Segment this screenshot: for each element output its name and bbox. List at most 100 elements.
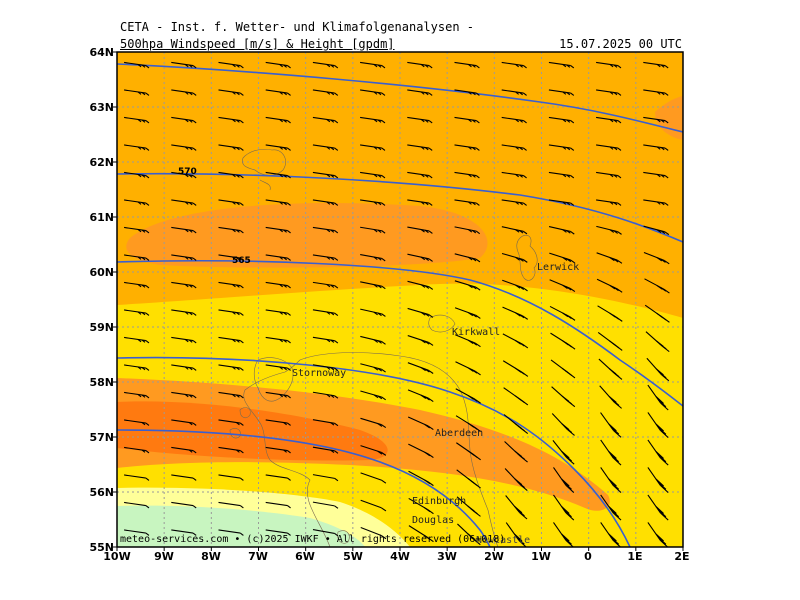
wind-barb — [312, 364, 339, 372]
wind-barb — [455, 334, 481, 348]
wind-barb — [501, 144, 527, 151]
wind-barb — [504, 441, 528, 463]
wind-barb — [312, 501, 339, 509]
wind-barb — [454, 61, 480, 69]
wind-barb — [312, 309, 339, 316]
wind-barb — [265, 419, 291, 426]
wind-barb — [407, 226, 433, 234]
header-institute: CETA - Inst. f. Wetter- und Klimafolgena… — [120, 20, 475, 34]
wind-barb — [454, 89, 480, 96]
wind-barb — [124, 171, 150, 179]
wind-barb — [501, 226, 528, 235]
wind-barb — [408, 470, 434, 487]
wind-barb — [504, 468, 528, 491]
lon-label-6w: 6W — [295, 550, 315, 563]
wind-barb — [218, 89, 244, 96]
wind-barb — [312, 116, 339, 124]
height-contours — [117, 63, 683, 547]
wind-barb — [502, 333, 529, 349]
wind-barb — [553, 467, 575, 493]
wind-barb — [124, 474, 150, 481]
axis-ticks — [113, 51, 684, 551]
wind-barb — [454, 253, 481, 263]
wind-barb — [503, 414, 529, 434]
wind-barb — [599, 385, 622, 409]
wind-barb — [124, 419, 150, 426]
lat-label-58n: 58N — [89, 376, 114, 389]
header-product: 500hpa Windspeed [m/s] & Height [gpdm] — [120, 37, 395, 51]
wind-barb — [360, 472, 387, 484]
wind-barb — [312, 199, 339, 206]
wind-barb — [647, 412, 669, 438]
wind-barb — [596, 61, 622, 69]
wind-barb — [407, 280, 434, 290]
contour-label-565: 565 — [232, 256, 251, 266]
wind-barb — [644, 278, 670, 294]
wind-barb — [644, 304, 670, 323]
lon-label-1e: 1E — [627, 550, 643, 563]
height-contour-line — [117, 429, 491, 547]
lon-label-9w: 9W — [154, 550, 174, 563]
wind-barb — [407, 416, 434, 431]
wind-barb — [456, 469, 481, 489]
wind-barbs — [124, 61, 670, 547]
wind-barb — [454, 116, 480, 124]
wind-barb — [407, 307, 434, 318]
wind-barb — [600, 439, 622, 466]
city-newcastle: Newcastle — [476, 535, 531, 546]
height-contour-line — [117, 63, 683, 133]
wind-barb — [407, 362, 434, 374]
wind-barb — [549, 305, 576, 321]
wind-barb — [553, 522, 575, 547]
wind-barb — [124, 144, 150, 151]
wind-barb — [171, 89, 197, 96]
city-aberdeen: Aberdeen — [435, 428, 484, 439]
wind-barb — [265, 391, 291, 399]
wind-barb — [501, 171, 527, 179]
wind-barb — [171, 226, 197, 234]
lat-label-56n: 56N — [89, 486, 114, 499]
wind-barb — [265, 226, 291, 234]
wind-barb — [647, 439, 669, 466]
wind-barb — [171, 254, 197, 261]
lon-label-2e: 2E — [674, 550, 690, 563]
wind-barb — [265, 364, 291, 371]
wind-barb — [171, 61, 197, 69]
wind-barb — [124, 116, 150, 124]
wind-barb — [312, 89, 339, 96]
wind-barb — [312, 61, 339, 69]
wind-barb — [312, 446, 339, 454]
wind-barb — [265, 474, 291, 481]
wind-barb — [171, 529, 197, 536]
wind-barb — [455, 388, 481, 404]
wind-barb — [218, 199, 244, 206]
wind-barb — [454, 226, 481, 235]
wind-barb — [360, 254, 386, 262]
wind-barb — [360, 281, 386, 290]
wind-barb — [124, 391, 150, 399]
wind-barb — [548, 144, 575, 151]
wind-barb — [124, 529, 150, 536]
wind-barb — [407, 116, 433, 124]
height-contour-line — [117, 172, 683, 243]
wind-barb — [265, 144, 291, 151]
wind-barb — [312, 171, 339, 179]
wind-barb — [548, 61, 575, 69]
wind-barb — [171, 281, 197, 289]
wind-barb — [600, 467, 622, 493]
wind-barb — [360, 226, 386, 234]
wind-barb — [360, 335, 386, 345]
wind-barb — [312, 144, 339, 151]
wind-barb — [124, 199, 150, 206]
wind-barb — [501, 116, 527, 124]
wind-barb — [502, 360, 529, 377]
wind-barb — [643, 89, 669, 96]
wind-barb — [597, 305, 623, 322]
lon-label-10w: 10W — [103, 550, 131, 563]
wind-barb — [407, 335, 434, 346]
wind-barb — [218, 254, 244, 261]
wind-barb — [360, 390, 386, 401]
wind-barb — [124, 61, 150, 69]
wind-barb — [218, 171, 244, 179]
wind-barb — [643, 61, 669, 69]
